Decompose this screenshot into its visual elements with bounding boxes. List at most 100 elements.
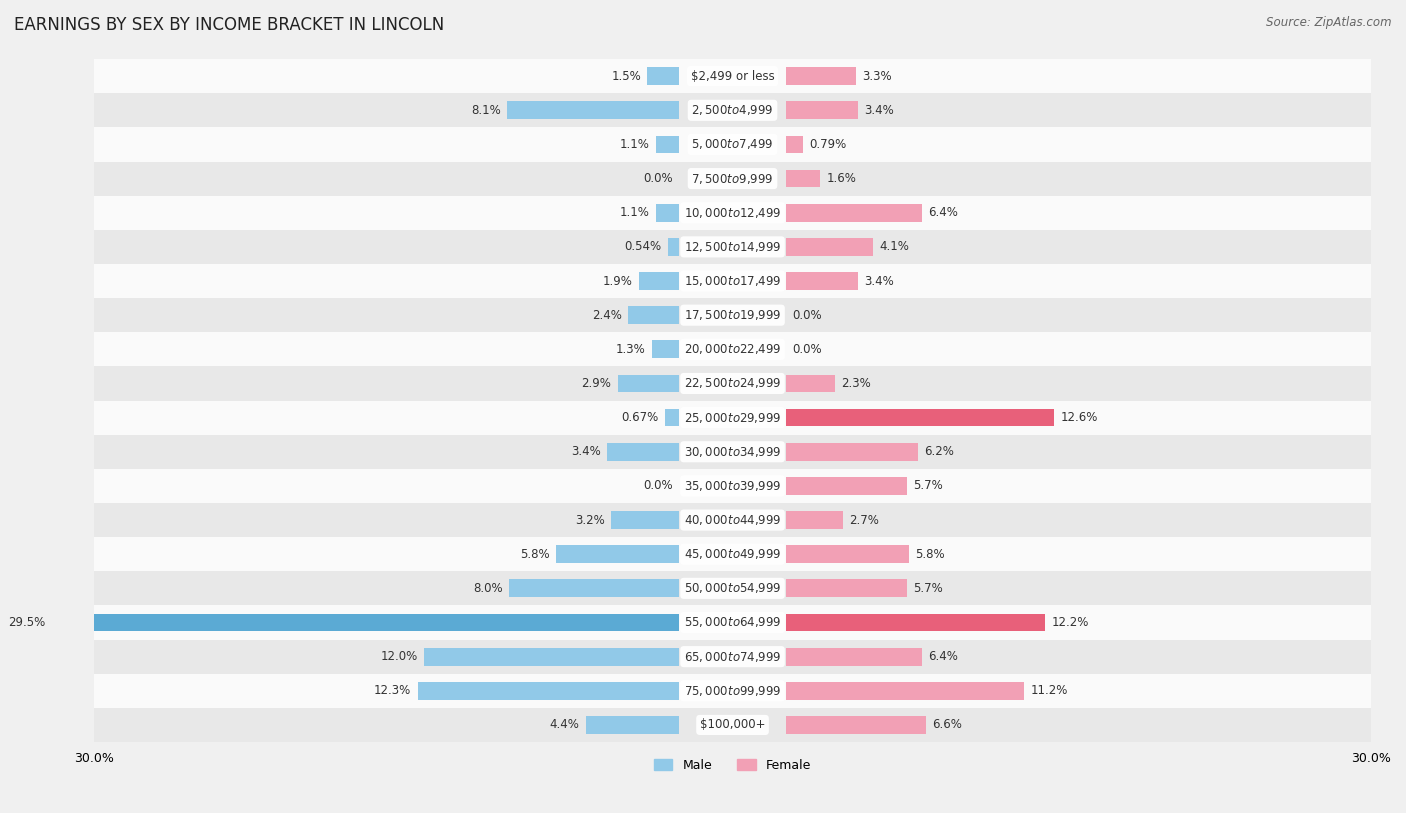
Text: $22,500 to $24,999: $22,500 to $24,999 bbox=[683, 376, 782, 390]
Text: 2.9%: 2.9% bbox=[581, 377, 612, 390]
Text: 6.2%: 6.2% bbox=[924, 446, 955, 459]
Text: $2,500 to $4,999: $2,500 to $4,999 bbox=[692, 103, 773, 117]
Text: 12.2%: 12.2% bbox=[1052, 616, 1090, 629]
Text: 2.4%: 2.4% bbox=[592, 309, 621, 322]
Bar bbox=[94, 537, 1371, 572]
Legend: Male, Female: Male, Female bbox=[648, 754, 817, 777]
Bar bbox=[786, 409, 1054, 427]
Bar bbox=[94, 640, 1371, 674]
Bar bbox=[52, 614, 679, 632]
Text: 2.3%: 2.3% bbox=[841, 377, 870, 390]
Bar bbox=[418, 682, 679, 700]
Text: 6.6%: 6.6% bbox=[932, 719, 963, 732]
Text: 6.4%: 6.4% bbox=[928, 207, 959, 220]
Bar bbox=[651, 341, 679, 359]
Text: 3.3%: 3.3% bbox=[862, 70, 891, 83]
Bar bbox=[657, 204, 679, 222]
Text: 8.0%: 8.0% bbox=[472, 582, 503, 595]
Text: 0.0%: 0.0% bbox=[644, 172, 673, 185]
Bar bbox=[508, 102, 679, 120]
Text: 0.0%: 0.0% bbox=[792, 343, 821, 356]
Bar bbox=[94, 162, 1371, 196]
Text: 1.3%: 1.3% bbox=[616, 343, 645, 356]
Text: $17,500 to $19,999: $17,500 to $19,999 bbox=[683, 308, 782, 322]
Bar bbox=[94, 298, 1371, 333]
Text: $55,000 to $64,999: $55,000 to $64,999 bbox=[683, 615, 782, 629]
Text: 1.1%: 1.1% bbox=[620, 207, 650, 220]
Text: 12.0%: 12.0% bbox=[380, 650, 418, 663]
Bar bbox=[509, 580, 679, 598]
Bar bbox=[786, 204, 922, 222]
Text: 4.1%: 4.1% bbox=[879, 241, 910, 254]
Text: 29.5%: 29.5% bbox=[8, 616, 45, 629]
Bar bbox=[647, 67, 679, 85]
Bar bbox=[94, 401, 1371, 435]
Text: $45,000 to $49,999: $45,000 to $49,999 bbox=[683, 547, 782, 561]
Bar bbox=[786, 511, 844, 529]
Text: 1.1%: 1.1% bbox=[620, 138, 650, 151]
Text: 5.8%: 5.8% bbox=[915, 548, 945, 561]
Text: 0.0%: 0.0% bbox=[644, 480, 673, 493]
Bar bbox=[786, 546, 910, 563]
Text: $30,000 to $34,999: $30,000 to $34,999 bbox=[683, 445, 782, 459]
Bar bbox=[628, 307, 679, 324]
Bar bbox=[94, 708, 1371, 742]
Bar bbox=[786, 477, 907, 495]
Bar bbox=[665, 409, 679, 427]
Text: $25,000 to $29,999: $25,000 to $29,999 bbox=[683, 411, 782, 424]
Text: 3.4%: 3.4% bbox=[865, 104, 894, 117]
Bar bbox=[786, 238, 873, 256]
Text: $75,000 to $99,999: $75,000 to $99,999 bbox=[683, 684, 782, 698]
Text: 3.4%: 3.4% bbox=[571, 446, 600, 459]
Bar bbox=[555, 546, 679, 563]
Bar bbox=[94, 196, 1371, 230]
Bar bbox=[786, 580, 907, 598]
Text: 1.6%: 1.6% bbox=[827, 172, 856, 185]
Bar bbox=[617, 375, 679, 393]
Bar bbox=[786, 102, 858, 120]
Text: 1.5%: 1.5% bbox=[612, 70, 641, 83]
Text: $15,000 to $17,499: $15,000 to $17,499 bbox=[683, 274, 782, 288]
Text: $40,000 to $44,999: $40,000 to $44,999 bbox=[683, 513, 782, 527]
Text: $10,000 to $12,499: $10,000 to $12,499 bbox=[683, 206, 782, 220]
Text: $12,500 to $14,999: $12,500 to $14,999 bbox=[683, 240, 782, 254]
Text: 12.3%: 12.3% bbox=[374, 685, 411, 698]
Bar bbox=[94, 503, 1371, 537]
Text: Source: ZipAtlas.com: Source: ZipAtlas.com bbox=[1267, 16, 1392, 29]
Text: 11.2%: 11.2% bbox=[1031, 685, 1069, 698]
Text: 2.7%: 2.7% bbox=[849, 514, 880, 527]
Text: $65,000 to $74,999: $65,000 to $74,999 bbox=[683, 650, 782, 663]
Bar bbox=[786, 648, 922, 666]
Text: 6.4%: 6.4% bbox=[928, 650, 959, 663]
Text: 5.7%: 5.7% bbox=[914, 480, 943, 493]
Bar bbox=[94, 435, 1371, 469]
Bar bbox=[638, 272, 679, 290]
Text: 1.9%: 1.9% bbox=[603, 275, 633, 288]
Bar bbox=[657, 136, 679, 154]
Bar bbox=[786, 170, 820, 188]
Bar bbox=[607, 443, 679, 461]
Bar bbox=[94, 469, 1371, 503]
Bar bbox=[94, 367, 1371, 401]
Bar bbox=[425, 648, 679, 666]
Text: 0.79%: 0.79% bbox=[808, 138, 846, 151]
Bar bbox=[94, 572, 1371, 606]
Bar bbox=[786, 136, 803, 154]
Bar bbox=[786, 716, 927, 734]
Text: $100,000+: $100,000+ bbox=[700, 719, 765, 732]
Bar bbox=[612, 511, 679, 529]
Text: $50,000 to $54,999: $50,000 to $54,999 bbox=[683, 581, 782, 595]
Bar bbox=[786, 682, 1024, 700]
Bar bbox=[94, 606, 1371, 640]
Bar bbox=[94, 59, 1371, 93]
Bar bbox=[586, 716, 679, 734]
Bar bbox=[94, 128, 1371, 162]
Text: $2,499 or less: $2,499 or less bbox=[690, 70, 775, 83]
Text: 12.6%: 12.6% bbox=[1060, 411, 1098, 424]
Bar bbox=[786, 375, 835, 393]
Text: EARNINGS BY SEX BY INCOME BRACKET IN LINCOLN: EARNINGS BY SEX BY INCOME BRACKET IN LIN… bbox=[14, 16, 444, 34]
Bar bbox=[786, 272, 858, 290]
Bar bbox=[94, 230, 1371, 264]
Text: 3.2%: 3.2% bbox=[575, 514, 605, 527]
Text: $7,500 to $9,999: $7,500 to $9,999 bbox=[692, 172, 773, 185]
